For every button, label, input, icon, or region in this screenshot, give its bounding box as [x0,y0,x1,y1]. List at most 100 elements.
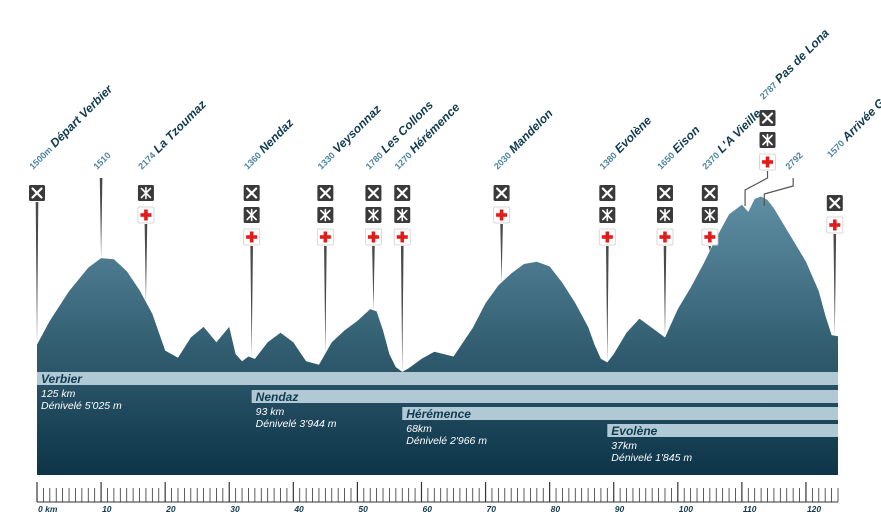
waypoint-label: 2792 [783,150,804,171]
waypoint-label: 1650Eison [653,123,702,172]
refreshment-icon [701,185,718,201]
route-bar [251,390,839,403]
waypoint-name: Veysonnaz [330,102,384,156]
refreshment-icon [599,185,616,201]
waypoint-label: 1510 [91,150,112,171]
service-icon [243,207,260,223]
route-elevation-gain: Dénivelé 2'966 m [406,435,487,447]
waypoint-label: 1380Evolène [596,113,655,172]
medical-icon [493,206,511,224]
waypoint-name: Pas de Lona [772,26,832,86]
waypoint-altitude: 1360 [242,150,263,171]
waypoint-stem [606,246,609,363]
waypoint-altitude: 1380 [598,150,619,171]
elevation-profile [37,196,838,475]
waypoint-label: 1360Nendaz [240,116,296,172]
medical-icon [826,216,844,234]
route-elevation-gain: Dénivelé 5'025 m [41,400,122,412]
route-distance: 93 km [256,406,285,418]
waypoint-altitude: 1780 [364,150,385,171]
waypoint-altitude: 1570 [825,138,846,159]
refreshment-icon [493,185,510,201]
route-name: Hérémence [406,407,471,421]
waypoint-name: Départ Verbier [47,81,116,150]
waypoint-altitude: 2370 [700,150,721,171]
waypoint-label: 2174La Tzoumaz [134,97,209,172]
route-distance: 125 km [41,388,76,400]
waypoint-altitude: 1500m [27,145,54,172]
tick-label: 20 [165,504,176,514]
waypoint-altitude: 1270 [393,150,414,171]
refreshment-icon [759,110,776,126]
waypoint-8: 2030Mandelon [492,106,556,283]
waypoint-stem [663,246,667,338]
waypoint-stem [35,202,39,345]
tick-label: 120 [807,504,821,514]
tick-label: 110 [743,504,757,514]
tick-label: 100 [679,504,693,514]
route-bar [37,372,838,385]
waypoint-stem [833,234,837,336]
medical-icon [393,228,411,246]
route-elevation-gain: Dénivelé 1'845 m [611,452,692,464]
waypoint-altitude: 2792 [783,150,804,171]
service-icon [365,207,382,223]
waypoint-stem [250,246,253,358]
waypoint-stem [500,224,503,283]
waypoint-10: 1650Eison [653,123,702,338]
waypoint-name: Mandelon [506,106,555,155]
tick-label: 60 [422,504,432,514]
tick-label: 40 [293,504,304,514]
refreshment-icon [365,185,382,201]
tick-label: 50 [358,504,368,514]
waypoint-stem [99,178,103,259]
medical-icon [598,228,616,246]
route-bar [402,407,838,420]
service-icon [701,207,718,223]
waypoint-name: L'A Vieille [714,106,764,156]
waypoint-stem [708,246,712,251]
route-elevation-gain: Dénivelé 3'944 m [256,418,337,430]
waypoint-name: Eison [669,123,702,156]
waypoint-name: Arrivée Grimentz [839,66,881,145]
route-name: Verbier [41,372,83,386]
waypoint-altitude: 1510 [91,150,112,171]
waypoint-stem [324,246,327,354]
waypoint-label: 1570Arrivée Grimentz [823,66,881,161]
tick-label: 70 [487,504,497,514]
tick-label: 80 [551,504,561,514]
refreshment-icon [394,185,411,201]
tick-label: 10 [102,504,112,514]
tick-label: 0 km [38,504,58,514]
medical-icon [656,228,674,246]
medical-icon [759,153,777,171]
medical-icon [364,228,382,246]
route-name: Evolène [611,424,657,438]
refreshment-icon [243,185,260,201]
medical-icon [316,228,334,246]
refreshment-icon [29,185,45,201]
waypoint-stem [400,246,404,372]
waypoint-name: Nendaz [256,116,296,156]
route-distance: 68km [406,423,432,435]
refreshment-icon [826,195,843,211]
waypoint-leader [744,171,769,206]
distance-axis: 0 km 10 20 30 40 50 60 70 80 90 100 110 120 [36,482,839,514]
medical-icon [137,206,155,224]
route-distance: 37km [611,440,637,452]
waypoint-14: 1570Arrivée Grimentz [823,66,881,336]
waypoint-4: 1360Nendaz [240,116,296,358]
service-icon [599,207,616,223]
waypoint-label: 2370L'A Vieille [698,106,764,172]
route-name: Nendaz [256,390,299,404]
refreshment-icon [317,185,334,201]
service-icon [137,185,154,201]
waypoint-3: 2174La Tzoumaz [134,97,209,302]
service-icon [759,132,776,148]
waypoint-altitude: 2030 [492,150,513,171]
